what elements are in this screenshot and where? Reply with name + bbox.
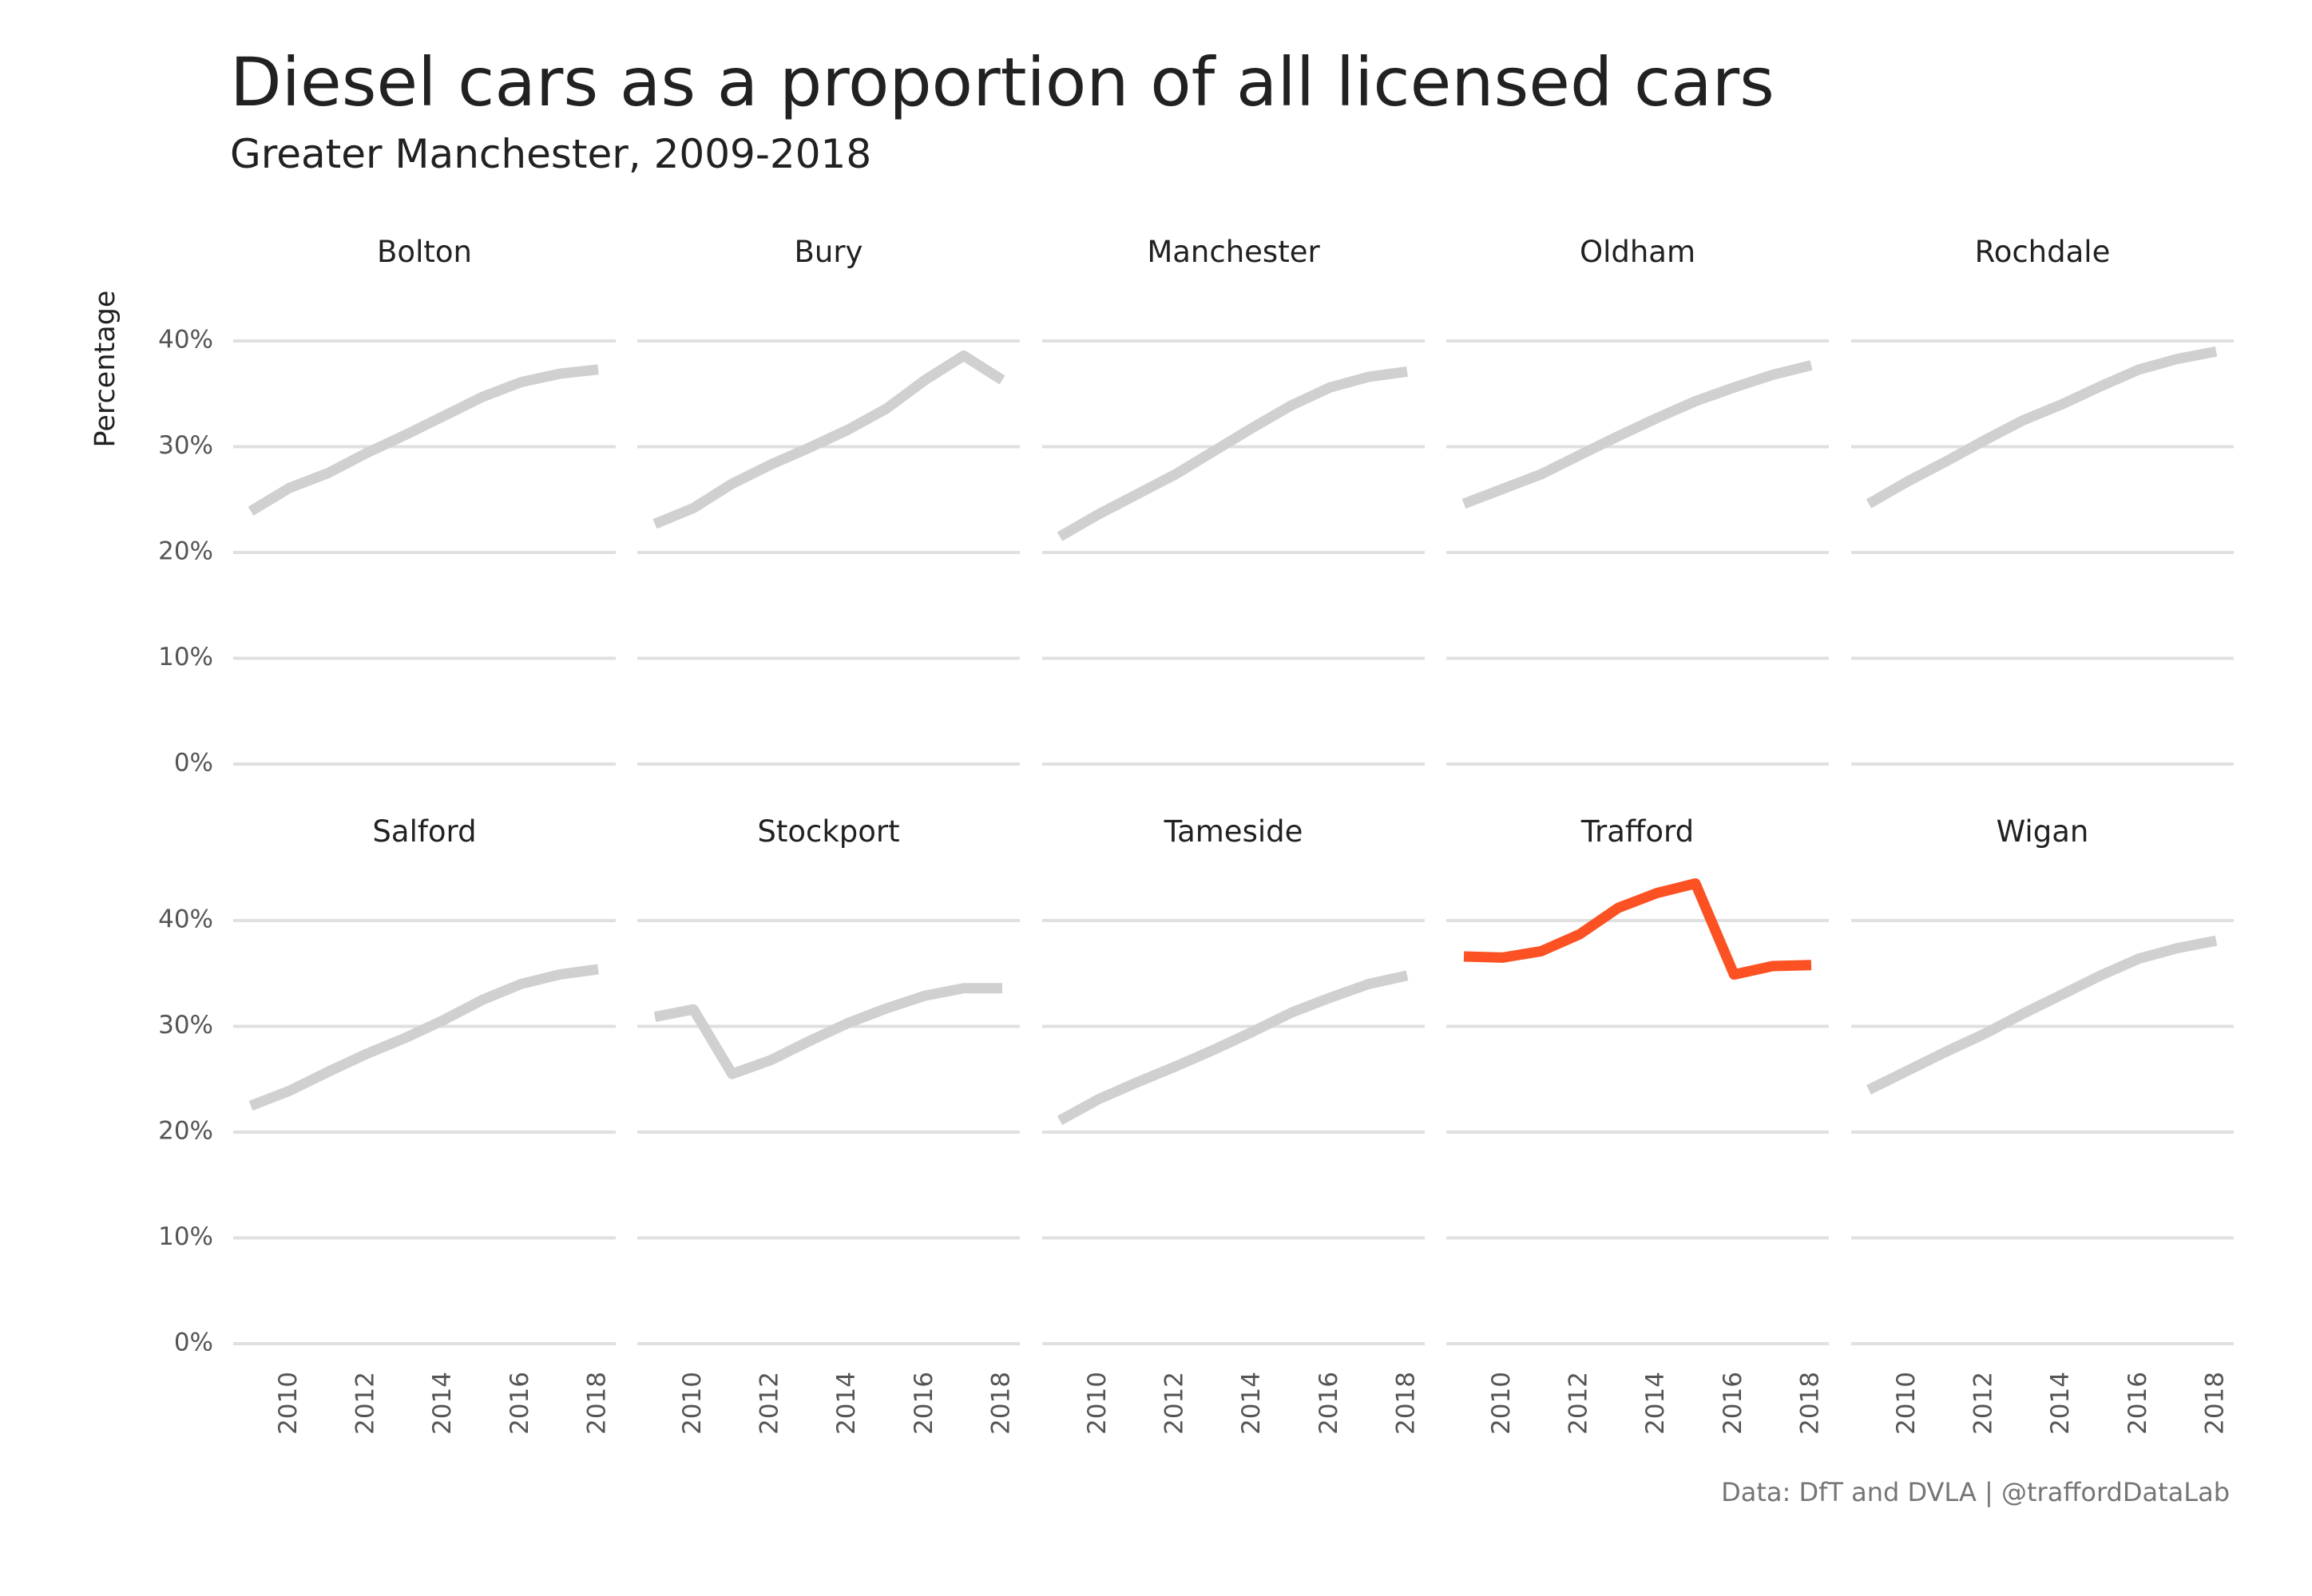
facet-label-bolton: Bolton: [377, 235, 472, 269]
y-tick-label: 20%: [158, 1117, 213, 1146]
facet-label-salford: Salford: [372, 814, 476, 849]
panel-stockport: Stockport 2010 2012 2014 2016 2018: [637, 814, 1020, 1435]
x-tick-label: 2012: [1969, 1372, 1998, 1435]
series-line-rochdale: [1866, 346, 2218, 509]
y-tick-label: 0%: [174, 1329, 213, 1357]
panel-salford: 0% 10% 20% 30% 40% Salford 2010 2012 2014 2016 201…: [158, 814, 616, 1435]
x-tick-label: 2012: [755, 1372, 784, 1435]
x-tick-label: 2012: [351, 1372, 380, 1435]
series-line-stockport: [653, 983, 1002, 1079]
y-axis-label: Percentage: [89, 291, 121, 448]
chart-caption: Data: DfT and DVLA | @traffordDataLab: [1721, 1477, 2230, 1507]
x-tick-label: 2018: [1392, 1372, 1421, 1435]
x-tick-label: 2018: [583, 1372, 612, 1435]
facet-label-manchester: Manchester: [1147, 235, 1320, 269]
facet-label-stockport: Stockport: [757, 814, 899, 849]
chart-title: Diesel cars as a proportion of all licen…: [230, 43, 1775, 121]
x-tick-label: 2014: [1237, 1372, 1266, 1435]
x-tick-label: 2014: [1641, 1372, 1670, 1435]
x-tick-label: 2018: [2201, 1372, 2230, 1435]
x-tick-label: 2014: [2046, 1372, 2075, 1435]
x-tick-label: 2016: [910, 1372, 938, 1435]
series-line-salford: [248, 964, 599, 1111]
x-tick-label: 2016: [506, 1372, 534, 1435]
y-tick-label: 0%: [174, 749, 213, 778]
series-line-manchester: [1057, 366, 1408, 541]
y-tick-label: 30%: [158, 431, 213, 460]
panel-tameside: Tameside 2010 2012 2014 2016 2018: [1042, 814, 1425, 1435]
x-tick-label: 2010: [1083, 1372, 1112, 1435]
y-tick-label: 40%: [158, 326, 213, 354]
panel-wigan: Wigan 2010 2012 2014 2016 2018: [1851, 814, 2234, 1435]
x-tick-label: 2010: [1487, 1372, 1516, 1435]
series-line-wigan: [1866, 935, 2218, 1095]
x-tick-label: 2010: [274, 1372, 303, 1435]
y-tick-label: 10%: [158, 643, 213, 671]
panel-oldham: Oldham: [1446, 235, 1829, 766]
x-tick-label: 2014: [832, 1372, 861, 1435]
facet-label-bury: Bury: [795, 235, 863, 269]
x-tick-label: 2018: [987, 1372, 1016, 1435]
x-tick-label: 2012: [1160, 1372, 1189, 1435]
y-tick-label: 20%: [158, 537, 213, 566]
facet-panels: 0% 10% 20% 30% 40% Bolton Bury Manchester Oldham…: [158, 235, 2234, 1435]
x-tick-label: 2010: [678, 1372, 707, 1435]
y-tick-label: 30%: [158, 1011, 213, 1040]
panel-manchester: Manchester: [1042, 235, 1425, 766]
facet-label-rochdale: Rochdale: [1975, 235, 2111, 269]
panel-bolton: 0% 10% 20% 30% 40% Bolton: [158, 235, 616, 778]
panel-rochdale: Rochdale: [1851, 235, 2234, 766]
series-line-oldham: [1461, 360, 1813, 509]
panel-bury: Bury: [637, 235, 1020, 766]
x-tick-label: 2016: [1719, 1372, 1747, 1435]
y-tick-label: 40%: [158, 905, 213, 934]
panel-trafford: Trafford 2010 2012 2014 2016 2018: [1446, 814, 1829, 1435]
x-tick-label: 2018: [1796, 1372, 1825, 1435]
x-tick-label: 2010: [1892, 1372, 1921, 1435]
facet-label-tameside: Tameside: [1164, 814, 1303, 849]
chart-subtitle: Greater Manchester, 2009-2018: [230, 131, 872, 177]
facet-label-trafford: Trafford: [1580, 814, 1694, 849]
facet-label-oldham: Oldham: [1580, 235, 1695, 269]
x-tick-label: 2016: [1315, 1372, 1343, 1435]
x-tick-label: 2014: [428, 1372, 457, 1435]
series-line-bolton: [248, 364, 599, 516]
series-line-trafford: [1463, 878, 1812, 980]
y-tick-label: 10%: [158, 1222, 213, 1251]
x-tick-label: 2012: [1564, 1372, 1593, 1435]
x-tick-label: 2016: [2124, 1372, 2152, 1435]
series-line-bury: [652, 350, 1005, 529]
series-line-tameside: [1057, 970, 1409, 1126]
facet-label-wigan: Wigan: [1997, 814, 2089, 849]
